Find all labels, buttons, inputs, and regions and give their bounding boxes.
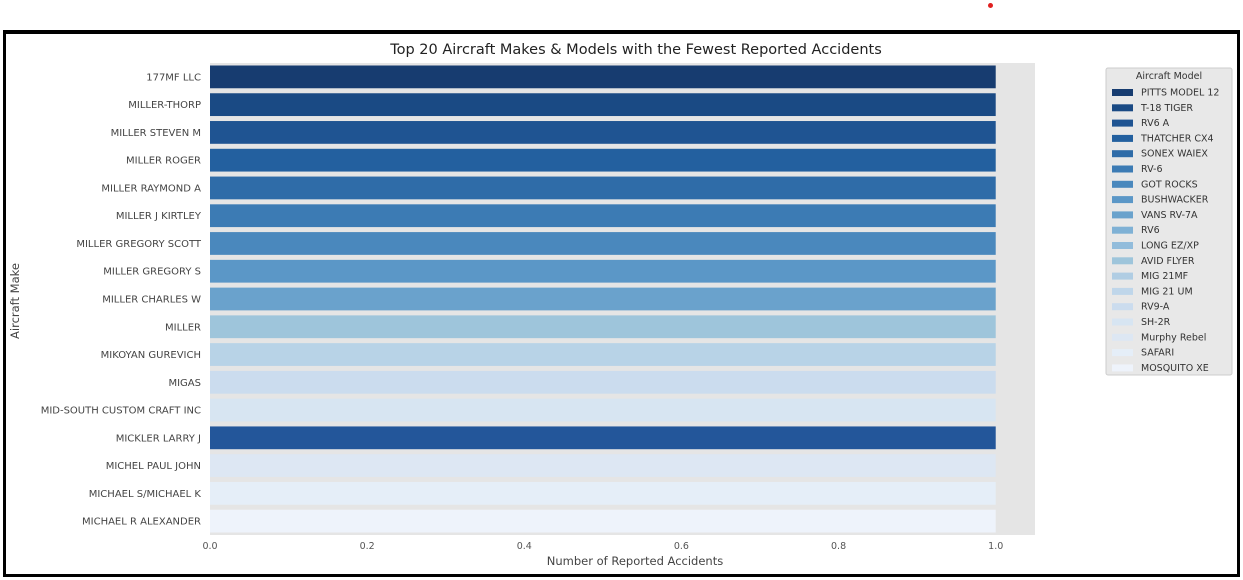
legend-swatch (1112, 134, 1133, 142)
legend-swatch (1112, 349, 1133, 357)
bar (210, 426, 996, 450)
legend-label: THATCHER CX4 (1140, 133, 1214, 144)
legend-label: MIG 21 UM (1141, 286, 1193, 297)
legend-swatch (1112, 287, 1133, 295)
legend-label: VANS RV-7A (1141, 210, 1198, 221)
legend-label: SONEX WAIEX (1141, 149, 1208, 160)
y-tick-label: MILLER-THORP (128, 100, 201, 111)
legend-label: RV9-A (1141, 302, 1170, 313)
y-axis-label: Aircraft Make (8, 263, 22, 339)
y-tick-label: MICHAEL R ALEXANDER (82, 517, 201, 528)
y-tick-label: MICKLER LARRY J (116, 433, 201, 444)
legend-swatch (1112, 180, 1133, 188)
legend-swatch (1112, 119, 1133, 127)
legend-label: SH-2R (1141, 317, 1171, 328)
legend-label: MOSQUITO XE (1141, 363, 1209, 374)
chart-title: Top 20 Aircraft Makes & Models with the … (389, 42, 882, 58)
bar (210, 148, 996, 172)
y-tick-label: MID-SOUTH CUSTOM CRAFT INC (41, 406, 201, 417)
bar (210, 65, 996, 89)
bar (210, 93, 996, 117)
legend-label: PITTS MODEL 12 (1141, 88, 1219, 99)
legend-swatch (1112, 150, 1133, 158)
legend-label: MIG 21MF (1141, 271, 1188, 282)
bar (210, 315, 996, 339)
bar (210, 259, 996, 283)
legend-label: AVID FLYER (1141, 256, 1195, 267)
legend-swatch (1112, 364, 1133, 372)
bar (210, 509, 996, 533)
legend-box (1105, 67, 1233, 376)
y-tick-label: 177MF LLC (146, 72, 201, 83)
bars-group (210, 65, 996, 533)
legend-label: T-18 TIGER (1140, 103, 1193, 114)
y-tick-label: MILLER ROGER (126, 156, 201, 167)
x-axis-label: Number of Reported Accidents (547, 554, 723, 568)
x-tick-label: 1.0 (988, 541, 1003, 552)
bar (210, 343, 996, 366)
legend-swatch (1112, 211, 1133, 219)
y-tick-label: MIKOYAN GUREVICH (101, 350, 201, 361)
x-tick-labels: 0.0 0.2 0.4 0.6 0.8 1.0 (202, 541, 1003, 552)
legend-swatch (1112, 318, 1133, 326)
x-tick-label: 0.6 (674, 541, 689, 552)
y-tick-label: MICHAEL S/MICHAEL K (89, 489, 202, 500)
y-tick-label: MILLER GREGORY S (103, 267, 201, 278)
legend-swatch (1112, 242, 1133, 249)
y-tick-label: MIGAS (168, 378, 201, 389)
y-tick-label: MILLER CHARLES W (102, 295, 201, 306)
y-tick-label: MICHEL PAUL JOHN (106, 461, 201, 472)
y-tick-labels: 177MF LLC MILLER-THORP MILLER STEVEN M MILL… (41, 72, 202, 527)
legend-title: Aircraft Model (1136, 71, 1202, 82)
bar (210, 287, 996, 311)
y-tick-label: MILLER STEVEN M (111, 128, 201, 139)
legend-label: BUSHWACKER (1141, 195, 1209, 206)
legend-swatch (1112, 333, 1133, 341)
legend-label: RV6 (1141, 225, 1160, 236)
bar (210, 176, 996, 200)
legend-swatch (1112, 89, 1133, 96)
bar-chart: Top 20 Aircraft Makes & Models with the … (8, 42, 1233, 568)
bar (210, 454, 996, 477)
legend-swatch (1112, 303, 1133, 311)
y-tick-label: MILLER GREGORY SCOTT (76, 239, 202, 250)
red-marker-dot (988, 3, 993, 8)
legend-label: RV6 A (1141, 118, 1170, 129)
legend-label: SAFARI (1141, 348, 1174, 359)
legend-swatch (1112, 272, 1133, 280)
bar (210, 232, 996, 255)
bar (210, 398, 996, 422)
bar (210, 370, 996, 394)
legend-swatch (1112, 165, 1133, 173)
legend-label: RV-6 (1141, 164, 1163, 175)
y-tick-label: MILLER (165, 322, 201, 333)
legend-swatch (1112, 104, 1133, 112)
x-tick-label: 0.4 (517, 541, 532, 552)
legend: Aircraft Model PITTS MODEL 12 T-18 TIGER R… (1105, 67, 1233, 376)
y-tick-label: MILLER J KIRTLEY (116, 211, 202, 222)
legend-swatch (1112, 257, 1133, 265)
legend-label: Murphy Rebel (1141, 332, 1206, 343)
x-tick-label: 0.0 (202, 541, 217, 552)
y-tick-label: MILLER RAYMOND A (101, 183, 201, 194)
x-tick-label: 0.2 (360, 541, 375, 552)
legend-label: LONG EZ/XP (1141, 241, 1199, 252)
legend-swatch (1112, 196, 1133, 204)
legend-swatch (1112, 226, 1133, 234)
bar (210, 481, 996, 505)
x-tick-label: 0.8 (831, 541, 846, 552)
legend-label: GOT ROCKS (1141, 179, 1198, 190)
chart-frame: Top 20 Aircraft Makes & Models with the … (3, 30, 1240, 577)
bar (210, 121, 996, 144)
bar (210, 204, 996, 228)
legend-items: PITTS MODEL 12 T-18 TIGER RV6 A THATCHER CX… (1112, 88, 1219, 374)
